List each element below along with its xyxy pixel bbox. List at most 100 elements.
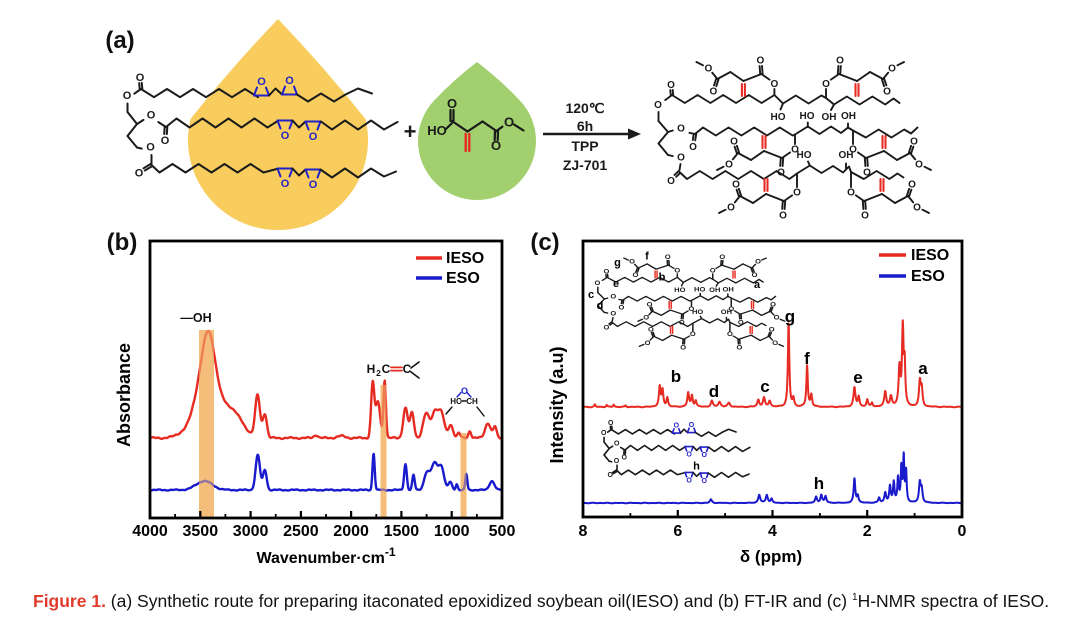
svg-text:2000: 2000 (333, 523, 369, 540)
svg-text:O: O (667, 80, 675, 91)
svg-text:(a): (a) (105, 27, 134, 54)
svg-text:OH: OH (822, 112, 837, 123)
svg-text:OH: OH (721, 310, 732, 316)
svg-text:O: O (755, 259, 761, 265)
svg-text:IESO: IESO (446, 250, 484, 267)
svg-text:O: O (147, 110, 156, 122)
svg-text:2: 2 (863, 523, 872, 540)
svg-text:O: O (888, 64, 896, 75)
svg-text:d: d (709, 382, 719, 401)
svg-text:HO: HO (771, 112, 786, 123)
svg-text:O: O (629, 259, 635, 265)
svg-text:OH: OH (841, 111, 856, 122)
svg-text:O: O (757, 56, 765, 67)
svg-text:O: O (665, 254, 671, 260)
svg-text:O: O (772, 340, 778, 346)
svg-text:O: O (595, 280, 601, 286)
svg-text:120℃: 120℃ (565, 100, 604, 116)
svg-text:g: g (785, 307, 795, 326)
svg-text:OH: OH (723, 287, 734, 293)
svg-text:O: O (727, 203, 735, 214)
svg-text:O: O (686, 452, 692, 459)
svg-text:O: O (791, 145, 799, 156)
svg-text:O: O (836, 56, 844, 67)
svg-text:500: 500 (489, 523, 516, 540)
svg-text:O: O (614, 458, 620, 465)
svg-text:O: O (689, 306, 695, 312)
svg-text:O: O (719, 254, 725, 260)
svg-text:f: f (804, 349, 810, 368)
svg-text:4000: 4000 (132, 523, 168, 540)
svg-text:O: O (737, 345, 743, 351)
svg-text:O: O (915, 160, 923, 171)
svg-text:O: O (677, 124, 685, 135)
svg-text:O: O (774, 315, 780, 321)
svg-text:O: O (730, 137, 738, 148)
svg-text:c: c (588, 289, 594, 301)
svg-text:O: O (146, 142, 155, 154)
svg-text:HO: HO (694, 287, 706, 293)
svg-text:Absorbance: Absorbance (114, 343, 134, 447)
svg-text:8: 8 (579, 523, 588, 540)
svg-text:ESO: ESO (911, 268, 945, 285)
svg-text:O: O (622, 454, 628, 461)
svg-text:(c): (c) (530, 229, 559, 256)
svg-text:O: O (633, 273, 639, 279)
svg-text:H: H (367, 362, 376, 376)
svg-text:O: O (913, 203, 921, 214)
svg-text:6h: 6h (577, 118, 593, 134)
svg-text:1000: 1000 (434, 523, 470, 540)
svg-text:e: e (613, 278, 619, 290)
svg-text:O: O (910, 137, 918, 148)
svg-text:O: O (647, 302, 653, 308)
svg-text:δ (ppm): δ (ppm) (740, 547, 802, 566)
svg-text:d: d (597, 300, 604, 312)
svg-text:+: + (404, 119, 417, 144)
svg-text:O: O (257, 76, 266, 88)
svg-text:2: 2 (376, 368, 381, 378)
svg-text:O: O (504, 115, 514, 130)
svg-text:O: O (135, 168, 144, 180)
svg-text:CH: CH (466, 397, 478, 406)
svg-text:O: O (849, 145, 857, 156)
svg-text:O: O (847, 188, 855, 199)
svg-text:O: O (285, 75, 294, 87)
svg-text:O: O (710, 268, 716, 274)
svg-text:O: O (728, 306, 734, 312)
svg-text:O: O (689, 142, 697, 153)
svg-text:O: O (674, 268, 680, 274)
svg-text:b: b (659, 272, 666, 284)
svg-text:ESO: ESO (446, 270, 480, 287)
svg-text:O: O (705, 64, 713, 75)
svg-text:O: O (689, 422, 695, 429)
svg-text:O: O (710, 87, 718, 98)
svg-text:c: c (760, 377, 769, 396)
svg-text:O: O (610, 294, 616, 300)
svg-text:O: O (610, 311, 616, 317)
svg-text:O: O (608, 472, 614, 479)
svg-text:O: O (883, 87, 891, 98)
svg-text:f: f (645, 251, 649, 263)
svg-text:6: 6 (673, 523, 682, 540)
svg-text:1500: 1500 (384, 523, 420, 540)
svg-text:C: C (382, 362, 391, 376)
svg-text:(b): (b) (107, 229, 138, 256)
svg-text:O: O (309, 131, 318, 143)
svg-text:O: O (725, 160, 733, 171)
svg-text:3000: 3000 (233, 523, 269, 540)
svg-text:O: O (648, 327, 654, 333)
svg-text:O: O (680, 345, 686, 351)
svg-text:OH: OH (839, 150, 854, 161)
svg-text:O: O (643, 315, 649, 321)
svg-text:O: O (793, 188, 801, 199)
svg-text:HO: HO (427, 123, 447, 138)
svg-text:O: O (309, 179, 318, 191)
svg-text:C: C (403, 362, 412, 376)
svg-text:4: 4 (768, 523, 777, 540)
svg-text:O: O (822, 79, 830, 90)
svg-text:IESO: IESO (911, 247, 949, 264)
svg-text:HO: HO (692, 310, 704, 316)
svg-text:O: O (861, 211, 869, 222)
svg-text:e: e (853, 368, 862, 387)
svg-text:O: O (701, 478, 707, 485)
